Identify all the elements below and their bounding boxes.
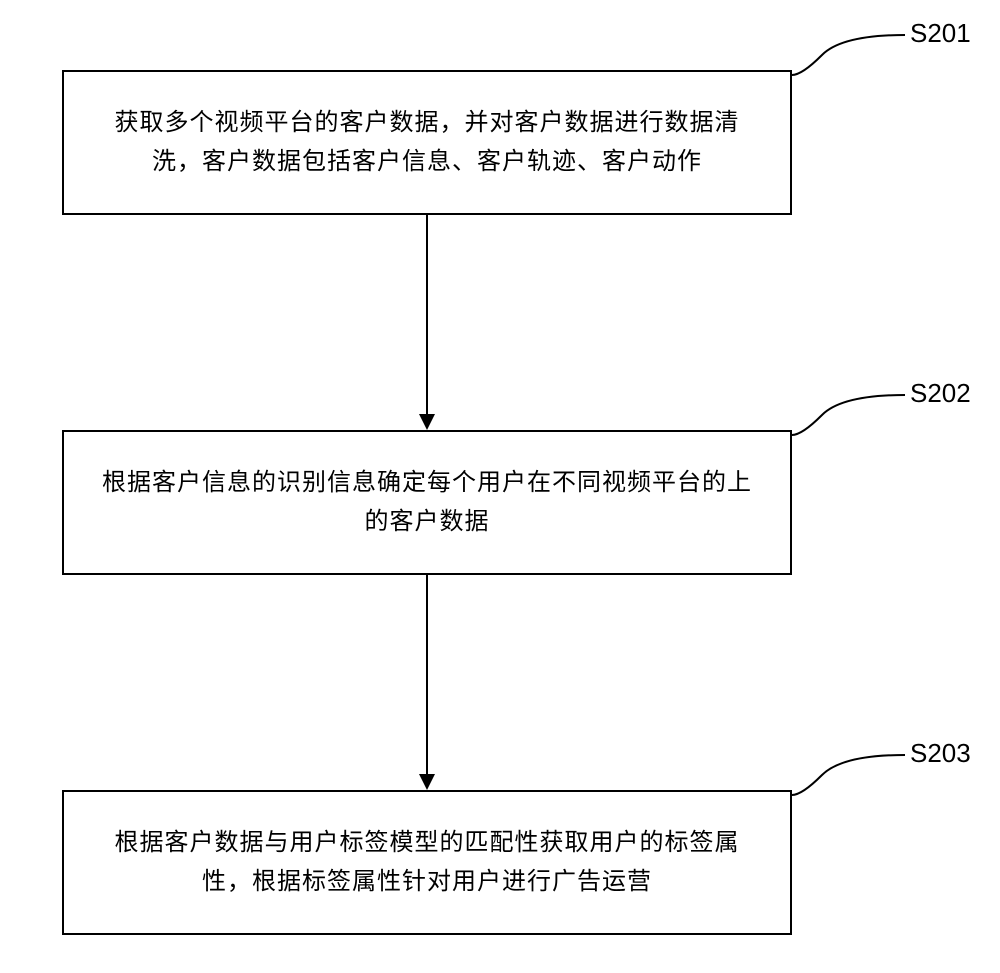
flowchart-container: 获取多个视频平台的客户数据，并对客户数据进行数据清洗，客户数据包括客户信息、客户… [0,0,1000,973]
step-label-2: S202 [910,378,971,409]
arrow-head-2-3 [419,774,435,790]
arrow-1-2 [426,215,428,414]
flow-step-2-text: 根据客户信息的识别信息确定每个用户在不同视频平台的上的客户数据 [94,464,760,541]
connector-curve-3 [792,750,912,800]
flow-step-3: 根据客户数据与用户标签模型的匹配性获取用户的标签属性，根据标签属性针对用户进行广… [62,790,792,935]
arrow-head-1-2 [419,414,435,430]
connector-curve-1 [792,30,912,80]
flow-step-1-text: 获取多个视频平台的客户数据，并对客户数据进行数据清洗，客户数据包括客户信息、客户… [94,104,760,181]
arrow-2-3 [426,575,428,774]
flow-step-1: 获取多个视频平台的客户数据，并对客户数据进行数据清洗，客户数据包括客户信息、客户… [62,70,792,215]
flow-step-2: 根据客户信息的识别信息确定每个用户在不同视频平台的上的客户数据 [62,430,792,575]
step-label-1: S201 [910,18,971,49]
flow-step-3-text: 根据客户数据与用户标签模型的匹配性获取用户的标签属性，根据标签属性针对用户进行广… [94,824,760,901]
step-label-3: S203 [910,738,971,769]
connector-curve-2 [792,390,912,440]
